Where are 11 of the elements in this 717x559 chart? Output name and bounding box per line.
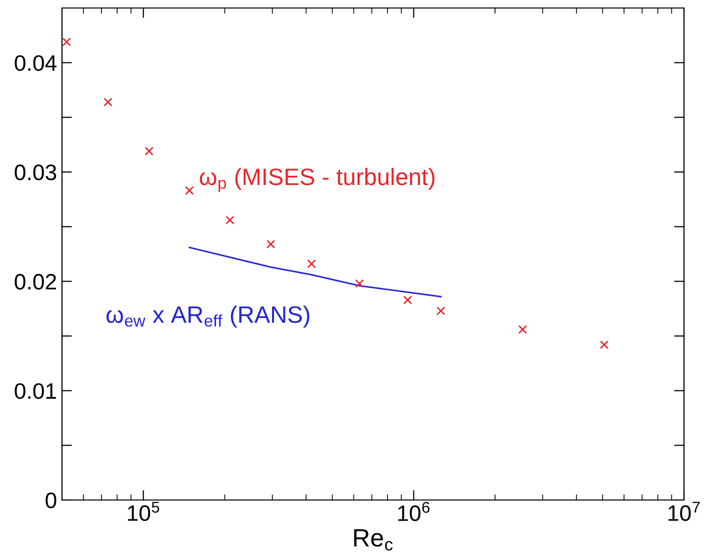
y-tick-label: 0.04 bbox=[14, 55, 56, 71]
series-label: ω$_{ew}$ x AR$_{eff}$ (RANS) bbox=[106, 306, 310, 328]
y-tick-label: 0.03 bbox=[14, 164, 56, 180]
x-tick-label: 10$^{7}$ bbox=[668, 502, 700, 521]
x-axis-title: Re$_{c}$ bbox=[354, 529, 393, 551]
x-tick-label: 10$^{5}$ bbox=[128, 502, 160, 521]
y-tick-label: 0.02 bbox=[14, 274, 56, 290]
y-tick-label: 0 bbox=[46, 492, 56, 508]
y-tick-label: 0.01 bbox=[14, 383, 56, 399]
x-tick-label: 10$^{6}$ bbox=[398, 502, 430, 522]
series-label: ω$_{p}$ (MISES - turbulent) bbox=[200, 168, 434, 192]
